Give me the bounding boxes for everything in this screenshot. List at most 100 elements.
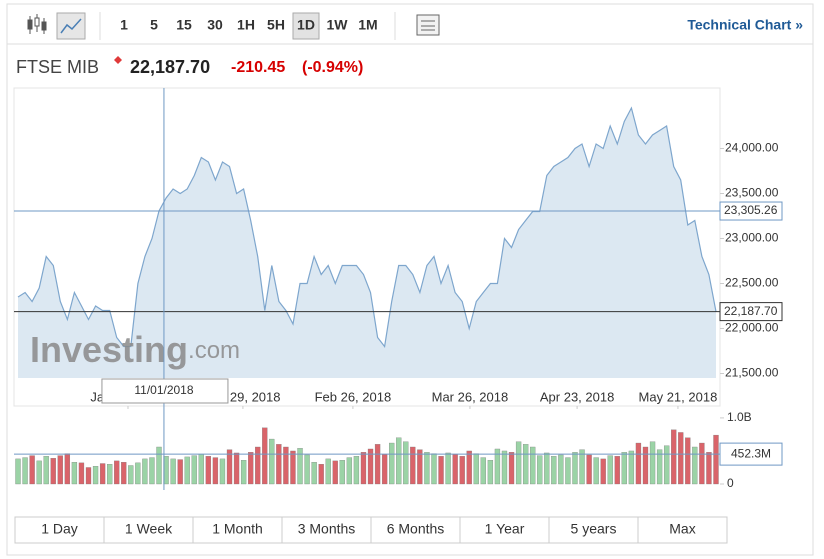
x-tick-label: Mar 26, 2018 (432, 389, 509, 404)
range-tab[interactable] (14, 516, 105, 544)
line-icon[interactable] (56, 12, 86, 40)
volume-bar (381, 454, 388, 485)
interval-button[interactable]: 1H (237, 17, 255, 33)
range-tab-label[interactable]: 1 Week (125, 521, 173, 537)
down-icon (114, 56, 122, 64)
range-tab[interactable] (281, 516, 372, 544)
volume-bar (318, 464, 324, 485)
volume-bar (290, 450, 296, 485)
x-tick-label: Feb 26, 2018 (315, 389, 392, 404)
volume-bar (107, 464, 113, 485)
watermark-suffix: .com (188, 337, 240, 364)
volume-bar (706, 452, 712, 485)
volume-bar (170, 458, 176, 485)
range-tab-label[interactable]: 6 Months (387, 521, 445, 537)
volume-bar (544, 452, 550, 485)
volume-bar (114, 460, 120, 485)
watermark: Investing.com (30, 329, 240, 370)
volume-bar (389, 442, 395, 485)
volume-bar (142, 458, 148, 485)
interval-button[interactable]: 1D (297, 17, 315, 33)
volume-bar (614, 456, 620, 485)
volume-bar (71, 462, 78, 485)
volume-bar (240, 460, 247, 485)
volume-bar (255, 446, 261, 485)
volume-crosshair-box (719, 442, 783, 466)
candle-icon[interactable] (27, 14, 47, 34)
volume-bar (600, 458, 606, 485)
interval-button[interactable]: 5H (267, 17, 285, 33)
volume-bar (403, 441, 409, 485)
range-tab[interactable] (548, 516, 639, 544)
volume-bar (43, 456, 49, 485)
x-tick-label: Apr 23, 2018 (540, 389, 614, 404)
area-fill (18, 108, 716, 378)
volume-bar (219, 458, 226, 485)
volume-bar (628, 450, 635, 485)
range-tab-label[interactable]: 1 Month (212, 521, 263, 537)
volume-bar (663, 445, 670, 485)
crosshair-date-label: 11/01/2018 (134, 383, 193, 397)
volume-bar (149, 457, 155, 485)
interval-button[interactable]: 1 (120, 17, 128, 33)
crosshair-value-label: 23,305.26 (724, 203, 778, 217)
range-tab-label[interactable]: 1 Year (485, 521, 525, 537)
volume-bar (642, 446, 649, 485)
volume-bar (699, 442, 705, 485)
y-tick-label: 22,000.00 (725, 321, 779, 335)
y-tick-label: 24,000.00 (725, 141, 779, 155)
volume-bar (572, 452, 578, 485)
range-tab-label[interactable]: Max (669, 521, 695, 537)
last-price: 22,187.70 (130, 57, 210, 77)
volume-bar (339, 460, 345, 485)
volume-bar (473, 453, 479, 485)
volume-bar (417, 449, 423, 485)
volume-bar (579, 449, 585, 485)
settings-icon[interactable] (416, 14, 440, 36)
y-tick-label: 23,000.00 (725, 231, 779, 245)
range-tab-label[interactable]: 1 Day (41, 521, 78, 537)
volume-bar (431, 453, 437, 485)
volume-bar (671, 429, 677, 485)
volume-bar (177, 459, 183, 485)
interval-button[interactable]: 30 (207, 17, 223, 33)
interval-button[interactable]: 15 (176, 17, 192, 33)
instrument-name: FTSE MIB (16, 57, 99, 77)
volume-bar (198, 454, 204, 485)
y-tick-label: 22,500.00 (725, 276, 779, 290)
volume-bar (494, 448, 501, 485)
interval-button[interactable]: 1M (358, 17, 377, 33)
volume-bar (466, 450, 472, 485)
volume-bar (92, 466, 99, 485)
volume-bar (248, 452, 254, 485)
volume-bar (424, 452, 430, 485)
volume-bar (438, 456, 444, 485)
interval-button[interactable]: 1W (327, 17, 349, 33)
volume-bar (692, 446, 698, 485)
volume-bar (311, 462, 317, 485)
volume-bar (325, 458, 331, 485)
range-tab[interactable] (370, 516, 461, 544)
interval-button[interactable]: 5 (150, 17, 158, 33)
volume-bar (558, 454, 564, 485)
range-tab-label[interactable]: 5 years (571, 521, 617, 537)
volume-bar (396, 437, 402, 485)
plot-border (13, 87, 721, 407)
volume-bar (269, 438, 275, 485)
range-tab[interactable] (637, 516, 728, 544)
volume-bar (262, 427, 268, 485)
volume-bar (226, 449, 233, 485)
volume-bar (685, 437, 691, 485)
volume-bar (621, 452, 627, 485)
volume-bar (367, 448, 374, 485)
volume-bar (212, 457, 219, 485)
volume-bar (332, 460, 338, 485)
last-price-label: 22,187.70 (724, 304, 778, 318)
technical-chart-link[interactable]: Technical Chart » (687, 17, 803, 33)
range-tab-label[interactable]: 3 Months (298, 521, 356, 537)
volume-crosshair-label: 452.3M (731, 446, 771, 460)
range-tab[interactable] (459, 516, 550, 544)
watermark-brand: Investing (30, 329, 188, 370)
price-change-pct: (-0.94%) (302, 59, 363, 76)
